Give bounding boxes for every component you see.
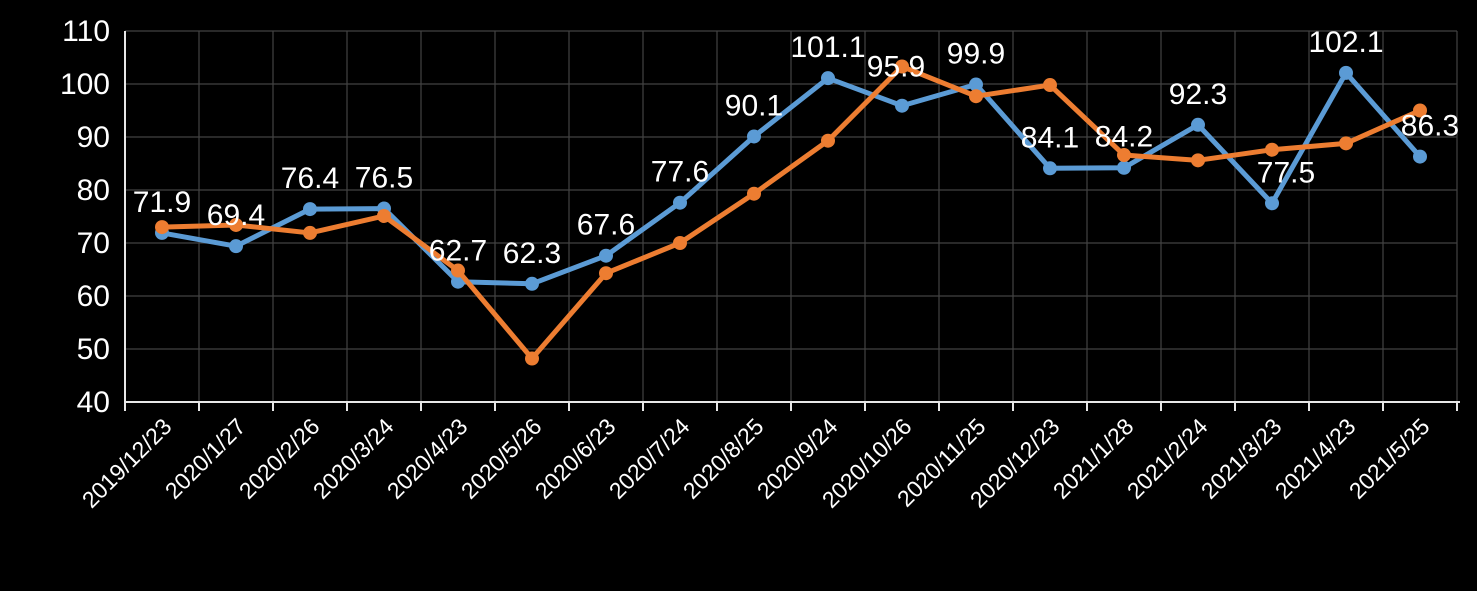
series-line-blue — [159, 70, 1423, 287]
x-tick-label: 2020/3/24 — [308, 413, 399, 504]
x-tick-label: 2021/5/25 — [1344, 413, 1435, 504]
data-label: 99.9 — [947, 38, 1005, 71]
y-tick-label: 50 — [77, 333, 110, 366]
data-point-marker-blue — [1117, 160, 1131, 175]
y-tick-label: 80 — [77, 174, 110, 207]
x-tick-label: 2020/6/23 — [530, 413, 621, 504]
data-label: 76.4 — [281, 162, 339, 195]
y-tick-label: 40 — [77, 386, 110, 419]
data-point-marker-orange — [1191, 153, 1205, 168]
data-point-marker-orange — [303, 225, 317, 240]
data-point-marker-blue — [821, 71, 835, 86]
x-tick-label: 2021/3/23 — [1196, 413, 1287, 504]
data-label: 86.3 — [1401, 110, 1459, 143]
data-point-marker-orange — [747, 186, 761, 201]
data-point-marker-blue — [599, 248, 613, 263]
data-point-marker-blue — [1191, 117, 1205, 132]
x-tick-label: 2020/4/23 — [382, 413, 473, 504]
x-tick-label: 2020/8/25 — [678, 413, 769, 504]
data-point-marker-blue — [229, 239, 243, 254]
data-label: 77.5 — [1257, 156, 1315, 189]
data-point-marker-blue — [969, 77, 983, 92]
data-label: 90.1 — [725, 89, 783, 122]
x-tick-label: 2021/1/28 — [1048, 413, 1139, 504]
data-label: 62.7 — [429, 235, 487, 268]
data-point-marker-orange — [599, 266, 613, 281]
x-tick-label: 2021/4/23 — [1270, 413, 1361, 504]
data-point-marker-orange — [155, 220, 169, 235]
data-label: 69.4 — [207, 199, 265, 232]
data-point-marker-orange — [673, 236, 687, 250]
y-tick-label: 110 — [62, 15, 110, 48]
y-tick-label: 70 — [77, 227, 110, 260]
x-tick-label: 2020/2/26 — [234, 413, 325, 504]
data-label: 95.9 — [867, 51, 925, 84]
data-point-marker-orange — [451, 263, 465, 278]
data-label: 101.1 — [790, 31, 865, 64]
y-tick-label: 90 — [77, 121, 110, 154]
data-point-marker-orange — [525, 351, 539, 366]
data-point-marker-orange — [1413, 103, 1427, 118]
data-label: 102.1 — [1308, 26, 1383, 59]
data-point-marker-orange — [1117, 148, 1131, 163]
data-point-marker-blue — [303, 202, 317, 217]
data-point-marker-blue — [895, 98, 909, 113]
data-label: 92.3 — [1169, 78, 1227, 111]
data-point-marker-blue — [673, 195, 687, 210]
data-point-marker-orange — [1339, 136, 1353, 151]
data-label: 62.3 — [503, 237, 561, 270]
data-point-marker-blue — [1413, 149, 1427, 164]
x-tick-label: 2020/7/24 — [604, 413, 695, 504]
data-point-marker-blue — [1339, 65, 1353, 80]
data-point-marker-orange — [229, 217, 243, 232]
x-tick-label: 2019/12/23 — [77, 413, 177, 513]
x-tick-label: 2020/1/27 — [160, 413, 251, 504]
data-point-marker-orange — [1265, 142, 1279, 157]
x-tick-label: 2021/2/24 — [1122, 413, 1213, 504]
data-point-marker-orange — [821, 133, 835, 148]
data-label: 84.1 — [1021, 121, 1079, 154]
data-label: 67.6 — [577, 209, 635, 242]
data-label: 77.6 — [651, 156, 709, 189]
data-point-marker-blue — [1043, 161, 1057, 176]
data-label: 84.2 — [1095, 121, 1153, 154]
y-tick-label: 60 — [77, 280, 110, 313]
data-point-marker-blue — [525, 276, 539, 291]
data-label: 71.9 — [133, 186, 191, 219]
data-point-marker-blue — [1265, 196, 1279, 211]
data-point-marker-orange — [969, 89, 983, 104]
data-point-marker-orange — [895, 59, 909, 74]
data-point-marker-blue — [747, 129, 761, 144]
x-tick-label: 2020/5/26 — [456, 413, 547, 504]
y-tick-label: 100 — [60, 68, 110, 101]
data-point-marker-orange — [377, 208, 391, 223]
data-point-marker-orange — [1043, 78, 1057, 93]
series-line-orange — [159, 64, 1423, 362]
data-label: 76.5 — [355, 162, 413, 195]
